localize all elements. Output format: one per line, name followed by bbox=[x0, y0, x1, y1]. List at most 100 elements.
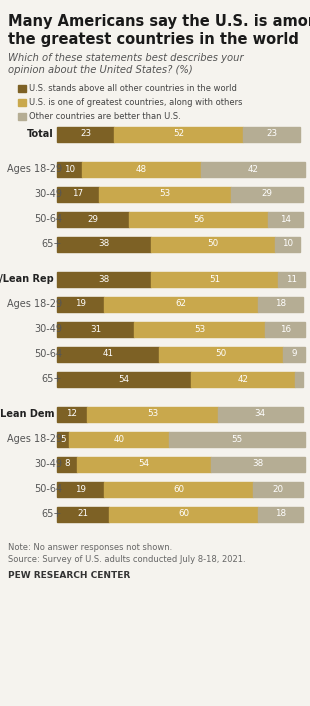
Text: 23: 23 bbox=[266, 129, 277, 138]
Bar bbox=[57, 321, 134, 337]
Bar bbox=[258, 506, 303, 522]
Bar bbox=[191, 371, 295, 386]
Text: 12: 12 bbox=[66, 409, 78, 419]
Text: Total: Total bbox=[27, 129, 54, 139]
Text: 8: 8 bbox=[64, 460, 70, 469]
Bar bbox=[169, 431, 305, 446]
Text: 62: 62 bbox=[175, 299, 187, 309]
Bar bbox=[104, 297, 258, 311]
Text: 11: 11 bbox=[286, 275, 297, 284]
Bar bbox=[151, 272, 278, 287]
Bar bbox=[211, 457, 305, 472]
Text: 30-49: 30-49 bbox=[34, 459, 62, 469]
Text: 56: 56 bbox=[193, 215, 204, 224]
Bar bbox=[77, 457, 211, 472]
Text: 60: 60 bbox=[178, 510, 189, 518]
Text: 5: 5 bbox=[60, 434, 66, 443]
Text: Ages 18-29: Ages 18-29 bbox=[7, 299, 62, 309]
Text: 20: 20 bbox=[272, 484, 283, 493]
Bar bbox=[57, 212, 129, 227]
Text: Which of these statements best describes your
opinion about the United States? (: Which of these statements best describes… bbox=[8, 53, 244, 76]
Text: 42: 42 bbox=[247, 164, 259, 174]
Bar bbox=[218, 407, 303, 421]
Text: 65+: 65+ bbox=[42, 374, 62, 384]
Bar bbox=[109, 506, 258, 522]
Bar bbox=[82, 162, 201, 176]
Bar bbox=[265, 321, 305, 337]
Text: 50-64: 50-64 bbox=[34, 349, 62, 359]
Bar bbox=[57, 162, 82, 176]
Text: 53: 53 bbox=[159, 189, 170, 198]
Text: 55: 55 bbox=[231, 434, 242, 443]
Text: 19: 19 bbox=[75, 484, 86, 493]
Text: 53: 53 bbox=[147, 409, 158, 419]
Text: 9: 9 bbox=[291, 349, 297, 359]
Bar bbox=[57, 347, 159, 361]
Text: 38: 38 bbox=[252, 460, 264, 469]
Bar bbox=[18, 113, 26, 120]
Text: 17: 17 bbox=[73, 189, 84, 198]
Text: 30-49: 30-49 bbox=[34, 324, 62, 334]
Bar bbox=[278, 272, 305, 287]
Text: Other countries are better than U.S.: Other countries are better than U.S. bbox=[29, 112, 181, 121]
Bar bbox=[151, 237, 275, 251]
Bar bbox=[57, 371, 191, 386]
Text: 54: 54 bbox=[118, 374, 130, 383]
Text: 41: 41 bbox=[102, 349, 113, 359]
Text: 38: 38 bbox=[99, 239, 110, 249]
Bar bbox=[99, 186, 231, 201]
Text: Ages 18-29: Ages 18-29 bbox=[7, 164, 62, 174]
Text: 50: 50 bbox=[208, 239, 219, 249]
Bar bbox=[253, 481, 303, 496]
Text: 18: 18 bbox=[275, 510, 286, 518]
Bar bbox=[57, 457, 77, 472]
Text: 10: 10 bbox=[64, 164, 75, 174]
Bar bbox=[159, 347, 283, 361]
Text: 19: 19 bbox=[75, 299, 86, 309]
Bar bbox=[104, 481, 253, 496]
Text: 54: 54 bbox=[138, 460, 149, 469]
Text: 40: 40 bbox=[113, 434, 125, 443]
Bar bbox=[57, 407, 87, 421]
Text: Many Americans say the U.S. is among
the greatest countries in the world: Many Americans say the U.S. is among the… bbox=[8, 14, 310, 47]
Text: Rep/Lean Rep: Rep/Lean Rep bbox=[0, 274, 54, 284]
Text: 29: 29 bbox=[87, 215, 99, 224]
Text: 50-64: 50-64 bbox=[34, 214, 62, 224]
Text: 14: 14 bbox=[280, 215, 291, 224]
Text: 65+: 65+ bbox=[42, 509, 62, 519]
Bar bbox=[129, 212, 268, 227]
Bar bbox=[57, 481, 104, 496]
Bar bbox=[57, 297, 104, 311]
Text: 31: 31 bbox=[90, 325, 101, 333]
Text: U.S. is one of greatest countries, along with others: U.S. is one of greatest countries, along… bbox=[29, 98, 242, 107]
Bar bbox=[87, 407, 218, 421]
Text: 52: 52 bbox=[173, 129, 184, 138]
Bar bbox=[57, 237, 151, 251]
Text: 48: 48 bbox=[136, 164, 147, 174]
Text: 65+: 65+ bbox=[42, 239, 62, 249]
Bar bbox=[283, 347, 305, 361]
Text: Ages 18-29: Ages 18-29 bbox=[7, 434, 62, 444]
Bar bbox=[18, 85, 26, 92]
Text: 16: 16 bbox=[280, 325, 291, 333]
Text: 60: 60 bbox=[173, 484, 184, 493]
Text: Note: No answer responses not shown.
Source: Survey of U.S. adults conducted Jul: Note: No answer responses not shown. Sou… bbox=[8, 543, 246, 564]
Bar bbox=[57, 431, 69, 446]
Text: 51: 51 bbox=[209, 275, 220, 284]
Text: 23: 23 bbox=[80, 129, 91, 138]
Text: 30-49: 30-49 bbox=[34, 189, 62, 199]
Bar bbox=[69, 431, 169, 446]
Text: U.S. stands above all other countries in the world: U.S. stands above all other countries in… bbox=[29, 84, 237, 93]
Text: PEW RESEARCH CENTER: PEW RESEARCH CENTER bbox=[8, 571, 130, 580]
Bar bbox=[295, 371, 303, 386]
Bar bbox=[57, 186, 99, 201]
Text: 50-64: 50-64 bbox=[34, 484, 62, 494]
Text: 21: 21 bbox=[78, 510, 89, 518]
Bar bbox=[258, 297, 303, 311]
Text: 34: 34 bbox=[255, 409, 266, 419]
Text: 38: 38 bbox=[99, 275, 110, 284]
Text: Dem/Lean Dem: Dem/Lean Dem bbox=[0, 409, 54, 419]
Bar bbox=[57, 126, 114, 141]
Bar bbox=[268, 212, 303, 227]
Text: 42: 42 bbox=[237, 374, 249, 383]
